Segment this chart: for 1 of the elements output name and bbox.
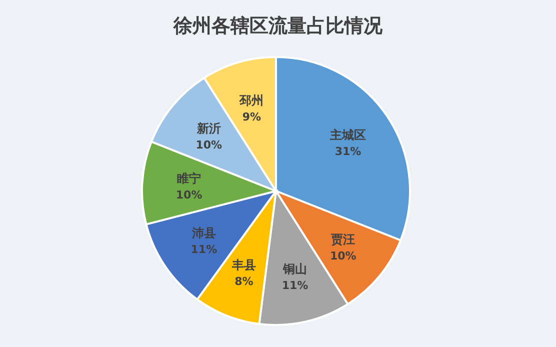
title: 徐州各辖区流量占比情况 — [174, 15, 382, 37]
